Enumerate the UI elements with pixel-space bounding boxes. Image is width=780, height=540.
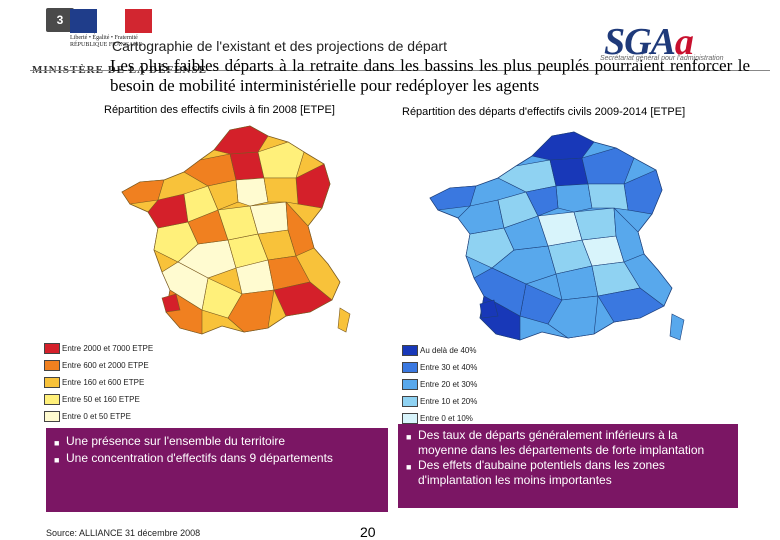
legend-label: Au delà de 40% (420, 346, 477, 355)
french-flag-logo (70, 9, 152, 33)
legend-swatch (44, 411, 60, 422)
slide-number-badge: 3 (46, 8, 74, 32)
left-legend: Entre 2000 et 7000 ETPE Entre 600 et 200… (44, 342, 153, 423)
legend-swatch (402, 345, 418, 356)
legend-label: Entre 2000 et 7000 ETPE (62, 344, 154, 353)
legend-item: Entre 0 et 10% (402, 412, 477, 425)
legend-label: Entre 0 et 50 ETPE (62, 412, 131, 421)
legend-item: Entre 2000 et 7000 ETPE (44, 342, 153, 355)
summary-bullet-row: ■ Une concentration d'effectifs dans 9 dé… (54, 451, 380, 468)
legend-item: Au delà de 40% (402, 344, 477, 357)
legend-item: Entre 10 et 20% (402, 395, 477, 408)
legend-swatch (44, 377, 60, 388)
summary-bullet-row: ■ Des taux de départs généralement inféri… (406, 428, 730, 458)
summary-bullet-row: ■ Une présence sur l'ensemble du territoi… (54, 434, 380, 451)
bullet-square-icon: ■ (406, 462, 412, 472)
legend-item: Entre 20 et 30% (402, 378, 477, 391)
legend-label: Entre 600 et 2000 ETPE (62, 361, 149, 370)
legend-swatch (402, 396, 418, 407)
legend-swatch (44, 360, 60, 371)
right-summary-box: ■ Des taux de départs généralement inféri… (398, 424, 738, 508)
sga-logo: SGAa (604, 21, 694, 63)
legend-swatch (44, 394, 60, 405)
legend-label: Entre 160 et 600 ETPE (62, 378, 145, 387)
legend-swatch (44, 343, 60, 354)
summary-text: Une concentration d'effectifs dans 9 dép… (66, 451, 333, 465)
legend-label: Entre 20 et 30% (420, 380, 478, 389)
legend-label: Entre 30 et 40% (420, 363, 478, 372)
right-map-title: Répartition des départs d'effectifs civi… (402, 106, 686, 118)
legend-label: Entre 50 et 160 ETPE (62, 395, 140, 404)
section-title: Cartographie de l'existant et des projec… (112, 38, 447, 54)
legend-swatch (402, 379, 418, 390)
source-note: Source: ALLIANCE 31 décembre 2008 (46, 528, 201, 538)
sga-logo-text: SGA (604, 21, 676, 63)
sga-logo-subtitle: Secrétariat général pour l'administratio… (600, 55, 724, 62)
legend-swatch (402, 362, 418, 373)
bullet-square-icon: ■ (54, 455, 60, 465)
header-divider (30, 70, 770, 71)
legend-item: Entre 50 et 160 ETPE (44, 393, 153, 406)
legend-label: Entre 10 et 20% (420, 397, 478, 406)
left-map-title: Répartition des effectifs civils à fin 2… (104, 104, 335, 116)
right-map-departs (429, 131, 685, 341)
right-legend: Au delà de 40% Entre 30 et 40% Entre 20 … (402, 344, 477, 425)
summary-text: Une présence sur l'ensemble du territoir… (66, 434, 286, 448)
page-number: 20 (360, 524, 376, 540)
legend-item: Entre 0 et 50 ETPE (44, 410, 153, 423)
summary-text: Des effets d'aubaine potentiels dans les… (418, 458, 665, 487)
summary-bullet-row: ■ Des effets d'aubaine potentiels dans le… (406, 458, 730, 488)
legend-label: Entre 0 et 10% (420, 414, 473, 423)
bullet-square-icon: ■ (406, 432, 412, 442)
bullet-square-icon: ■ (54, 438, 60, 448)
summary-text: Des taux de départs généralement inférie… (418, 428, 705, 457)
legend-item: Entre 30 et 40% (402, 361, 477, 374)
legend-swatch (402, 413, 418, 424)
slide-title: Les plus faibles départs à la retraite d… (110, 56, 750, 95)
legend-item: Entre 600 et 2000 ETPE (44, 359, 153, 372)
republic-text: Liberté • Égalité • Fraternité RÉPUBLIQU… (70, 35, 143, 48)
left-summary-box: ■ Une présence sur l'ensemble du territoi… (46, 428, 388, 512)
legend-item: Entre 160 et 600 ETPE (44, 376, 153, 389)
left-map-effectifs (121, 125, 351, 335)
